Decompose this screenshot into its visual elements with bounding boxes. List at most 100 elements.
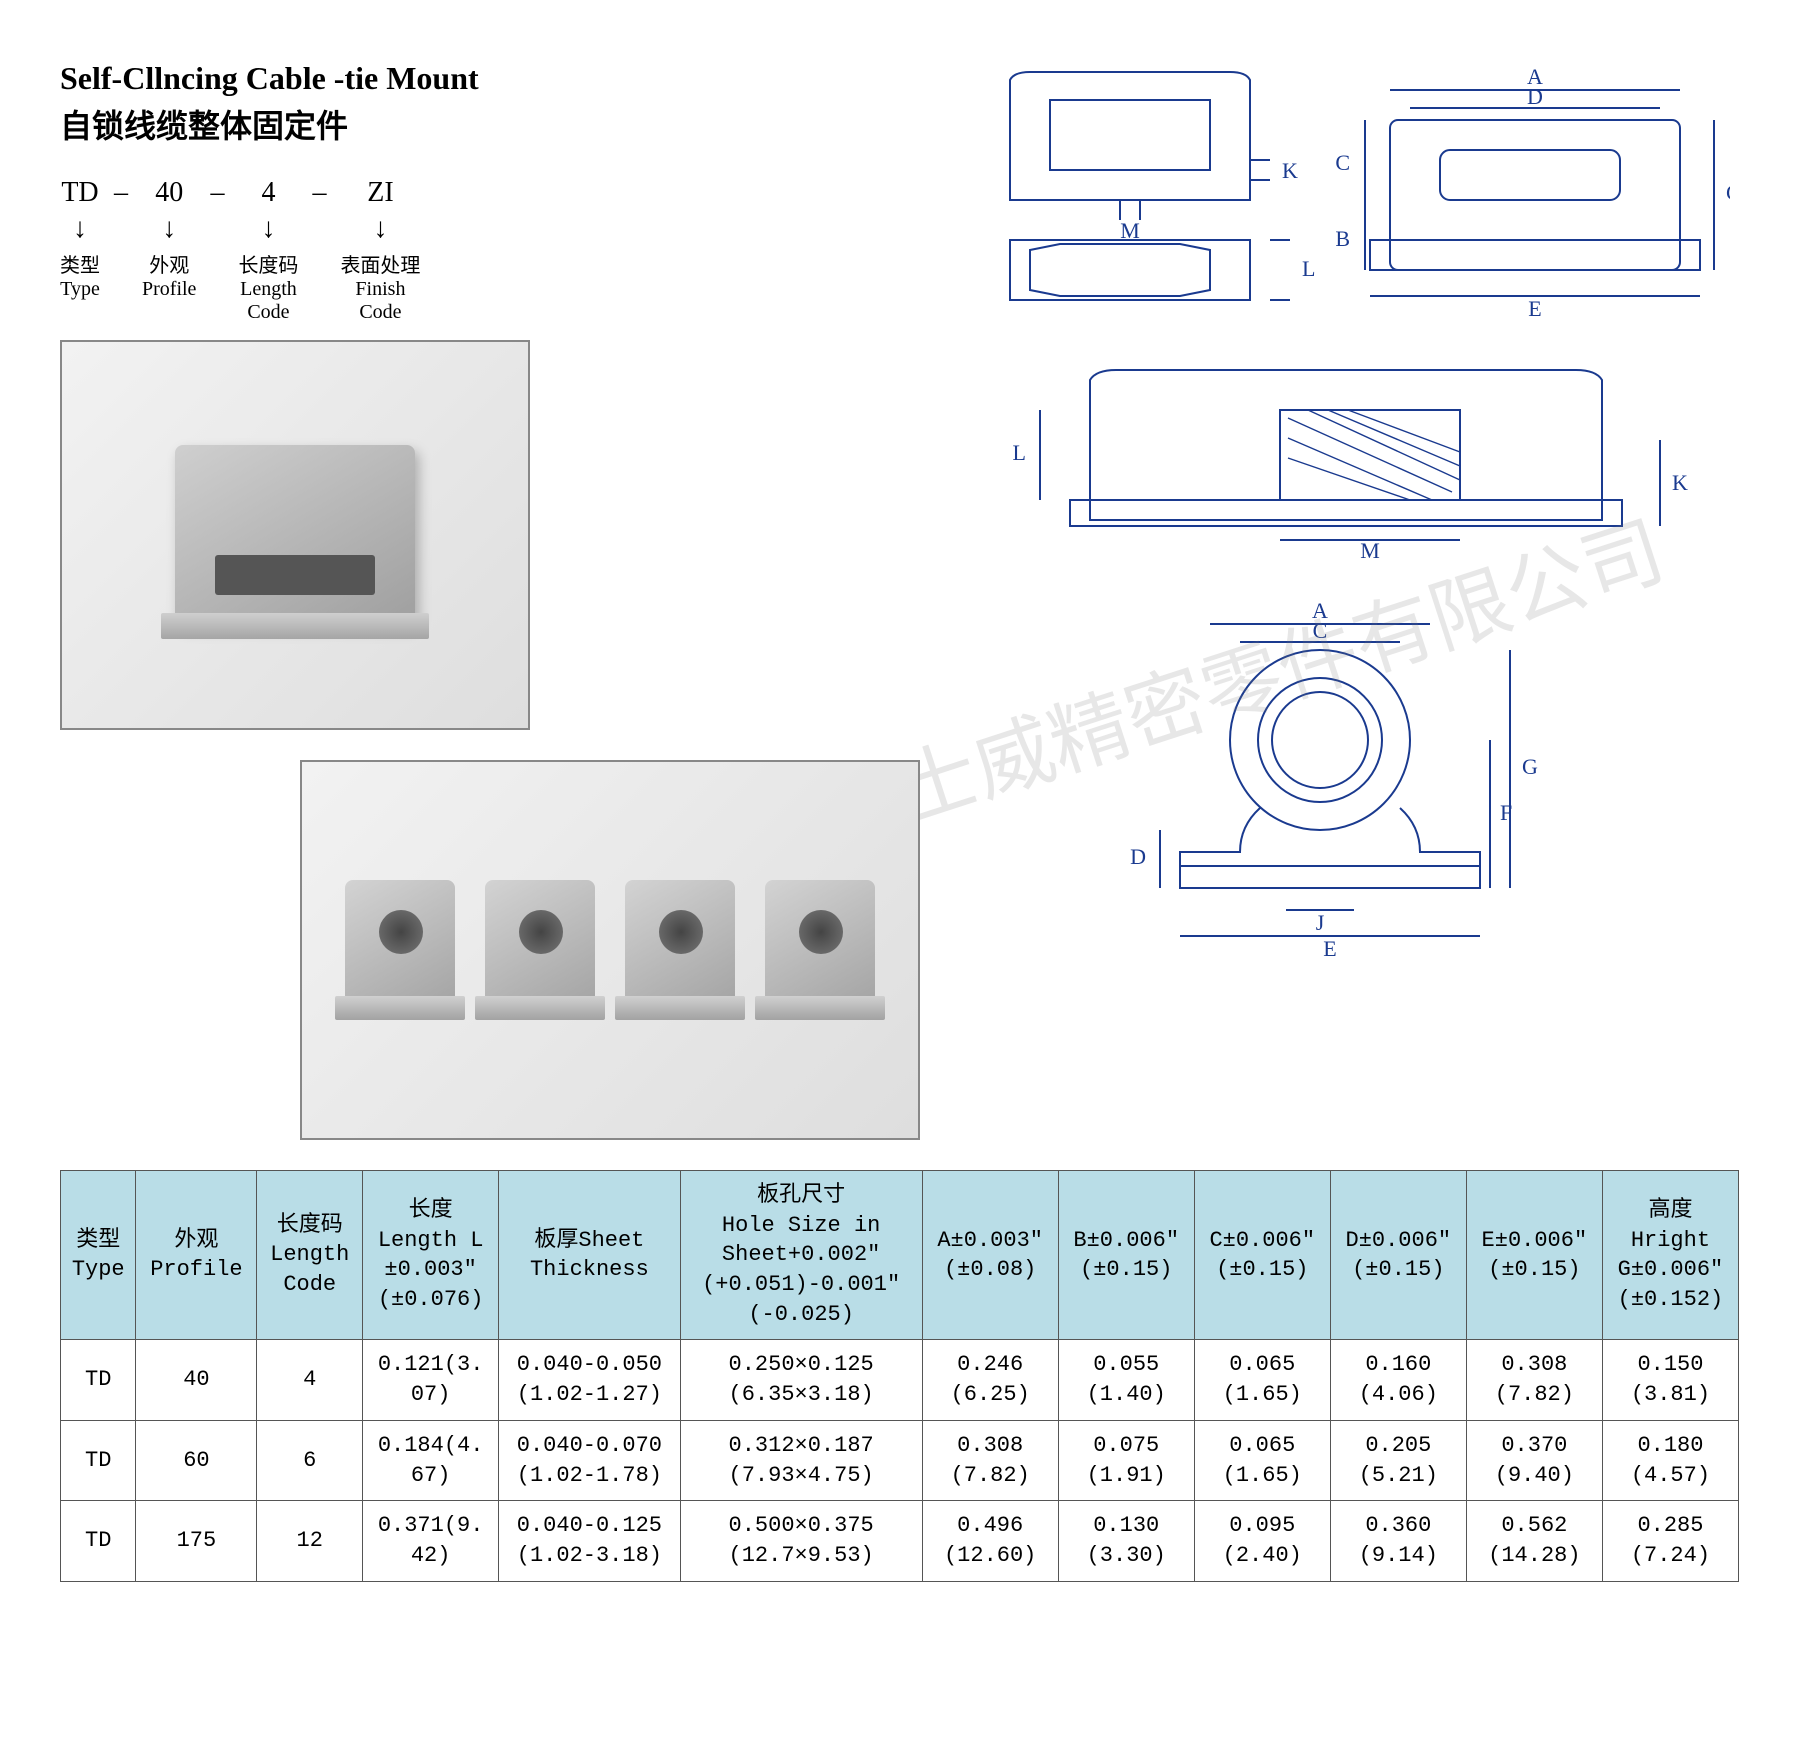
code-label-en: LengthCode bbox=[240, 278, 297, 324]
title-cn: 自锁线缆整体固定件 bbox=[60, 101, 920, 147]
table-cell: 0.246(6.25) bbox=[922, 1340, 1058, 1420]
table-cell: 0.500×0.375(12.7×9.53) bbox=[680, 1501, 922, 1581]
table-row: TD175120.371(9.42)0.040-0.125(1.02-3.18)… bbox=[61, 1501, 1739, 1581]
table-cell: 0.095(2.40) bbox=[1194, 1501, 1330, 1581]
table-cell: 0.040-0.125(1.02-3.18) bbox=[499, 1501, 680, 1581]
arrow-down-icon: ↓ bbox=[373, 215, 387, 243]
table-cell: 0.184(4.67) bbox=[363, 1420, 499, 1500]
drawing-middle: L K M bbox=[970, 340, 1730, 560]
code-label-cn: 类型 bbox=[60, 249, 100, 278]
table-header: 板孔尺寸Hole Size inSheet+0.002″(+0.051)-0.0… bbox=[680, 1171, 922, 1340]
svg-text:E: E bbox=[1528, 296, 1541, 320]
code-value: TD bbox=[61, 177, 98, 209]
table-cell: 0.065(1.65) bbox=[1194, 1420, 1330, 1500]
table-cell: 40 bbox=[136, 1340, 257, 1420]
table-cell: 175 bbox=[136, 1501, 257, 1581]
code-label-en: Profile bbox=[142, 278, 196, 301]
product-photo-1 bbox=[60, 340, 530, 730]
table-cell: 0.180(4.57) bbox=[1602, 1420, 1738, 1500]
table-cell: 4 bbox=[257, 1340, 363, 1420]
svg-text:K: K bbox=[1282, 158, 1298, 183]
table-cell: 0.160(4.06) bbox=[1330, 1340, 1466, 1420]
svg-text:F: F bbox=[1500, 800, 1512, 825]
table-header: E±0.006″(±0.15) bbox=[1466, 1171, 1602, 1340]
svg-text:L: L bbox=[1012, 440, 1025, 465]
table-header: B±0.006″(±0.15) bbox=[1058, 1171, 1194, 1340]
code-value: ZI bbox=[367, 177, 393, 209]
arrow-down-icon: ↓ bbox=[73, 215, 87, 243]
part-code-breakdown: TD↓类型Type–40↓外观Profile–4↓长度码LengthCode–Z… bbox=[60, 177, 920, 324]
table-cell: TD bbox=[61, 1340, 136, 1420]
table-row: TD4040.121(3.07)0.040-0.050(1.02-1.27)0.… bbox=[61, 1340, 1739, 1420]
code-dash: – bbox=[306, 177, 332, 209]
table-cell: 0.562(14.28) bbox=[1466, 1501, 1602, 1581]
svg-text:M: M bbox=[1360, 538, 1380, 560]
table-cell: 0.065(1.65) bbox=[1194, 1340, 1330, 1420]
code-label-cn: 外观 bbox=[149, 249, 189, 278]
code-part: 4 ↓ 长度码LengthCode bbox=[238, 177, 298, 324]
svg-text:J: J bbox=[1315, 910, 1324, 935]
table-cell: 0.308(7.82) bbox=[1466, 1340, 1602, 1420]
code-dash: – bbox=[204, 177, 230, 209]
svg-text:G: G bbox=[1522, 754, 1538, 779]
spec-table: 类型Type外观Profile长度码LengthCode长度Length L±0… bbox=[60, 1170, 1739, 1582]
svg-text:E: E bbox=[1323, 936, 1336, 960]
code-value: 4 bbox=[261, 177, 275, 209]
table-cell: 0.150(3.81) bbox=[1602, 1340, 1738, 1420]
code-part: ZI ↓ 表面处理FinishCode bbox=[340, 177, 420, 324]
table-cell: 0.285(7.24) bbox=[1602, 1501, 1738, 1581]
table-cell: 60 bbox=[136, 1420, 257, 1500]
code-label-cn: 长度码 bbox=[238, 249, 298, 278]
table-cell: 0.370(9.40) bbox=[1466, 1420, 1602, 1500]
table-header: 长度码LengthCode bbox=[257, 1171, 363, 1340]
table-header: 长度Length L±0.003″(±0.076) bbox=[363, 1171, 499, 1340]
svg-text:C: C bbox=[1312, 618, 1327, 643]
code-label-en: Type bbox=[60, 278, 100, 301]
table-header: 类型Type bbox=[61, 1171, 136, 1340]
table-header: C±0.006″(±0.15) bbox=[1194, 1171, 1330, 1340]
table-cell: 12 bbox=[257, 1501, 363, 1581]
table-cell: 0.055(1.40) bbox=[1058, 1340, 1194, 1420]
drawing-top: M K A D C B E G L bbox=[970, 60, 1730, 320]
arrow-down-icon: ↓ bbox=[261, 215, 275, 243]
svg-text:C: C bbox=[1335, 150, 1350, 175]
code-label-en: FinishCode bbox=[355, 278, 405, 324]
code-value: 40 bbox=[155, 177, 183, 209]
svg-text:K: K bbox=[1672, 470, 1688, 495]
table-header: 板厚SheetThickness bbox=[499, 1171, 680, 1340]
table-header: 外观Profile bbox=[136, 1171, 257, 1340]
table-cell: 0.308(7.82) bbox=[922, 1420, 1058, 1500]
table-cell: TD bbox=[61, 1501, 136, 1581]
table-cell: 0.250×0.125(6.35×3.18) bbox=[680, 1340, 922, 1420]
code-part: TD ↓ 类型Type bbox=[60, 177, 100, 301]
svg-text:L: L bbox=[1302, 256, 1315, 281]
table-header: A±0.003″(±0.08) bbox=[922, 1171, 1058, 1340]
table-cell: TD bbox=[61, 1420, 136, 1500]
technical-drawings: M K A D C B E G L bbox=[960, 60, 1739, 980]
table-cell: 0.312×0.187(7.93×4.75) bbox=[680, 1420, 922, 1500]
drawing-bottom: A C G F D J E bbox=[1090, 580, 1610, 960]
product-photo-2 bbox=[300, 760, 920, 1140]
table-header: D±0.006″(±0.15) bbox=[1330, 1171, 1466, 1340]
table-cell: 0.496(12.60) bbox=[922, 1501, 1058, 1581]
table-cell: 0.130(3.30) bbox=[1058, 1501, 1194, 1581]
arrow-down-icon: ↓ bbox=[162, 215, 176, 243]
svg-text:G: G bbox=[1726, 180, 1730, 205]
table-cell: 6 bbox=[257, 1420, 363, 1500]
code-label-cn: 表面处理 bbox=[340, 249, 420, 278]
table-cell: 0.040-0.050(1.02-1.27) bbox=[499, 1340, 680, 1420]
table-row: TD6060.184(4.67)0.040-0.070(1.02-1.78)0.… bbox=[61, 1420, 1739, 1500]
table-cell: 0.360(9.14) bbox=[1330, 1501, 1466, 1581]
table-header: 高度HrightG±0.006″(±0.152) bbox=[1602, 1171, 1738, 1340]
title-en: Self-Cllncing Cable -tie Mount bbox=[60, 60, 920, 97]
table-cell: 0.205(5.21) bbox=[1330, 1420, 1466, 1500]
table-cell: 0.075(1.91) bbox=[1058, 1420, 1194, 1500]
table-cell: 0.040-0.070(1.02-1.78) bbox=[499, 1420, 680, 1500]
code-dash: – bbox=[108, 177, 134, 209]
code-part: 40 ↓ 外观Profile bbox=[142, 177, 196, 301]
table-cell: 0.371(9.42) bbox=[363, 1501, 499, 1581]
svg-text:D: D bbox=[1130, 844, 1146, 869]
svg-text:B: B bbox=[1335, 226, 1350, 251]
table-cell: 0.121(3.07) bbox=[363, 1340, 499, 1420]
svg-text:D: D bbox=[1527, 84, 1543, 109]
